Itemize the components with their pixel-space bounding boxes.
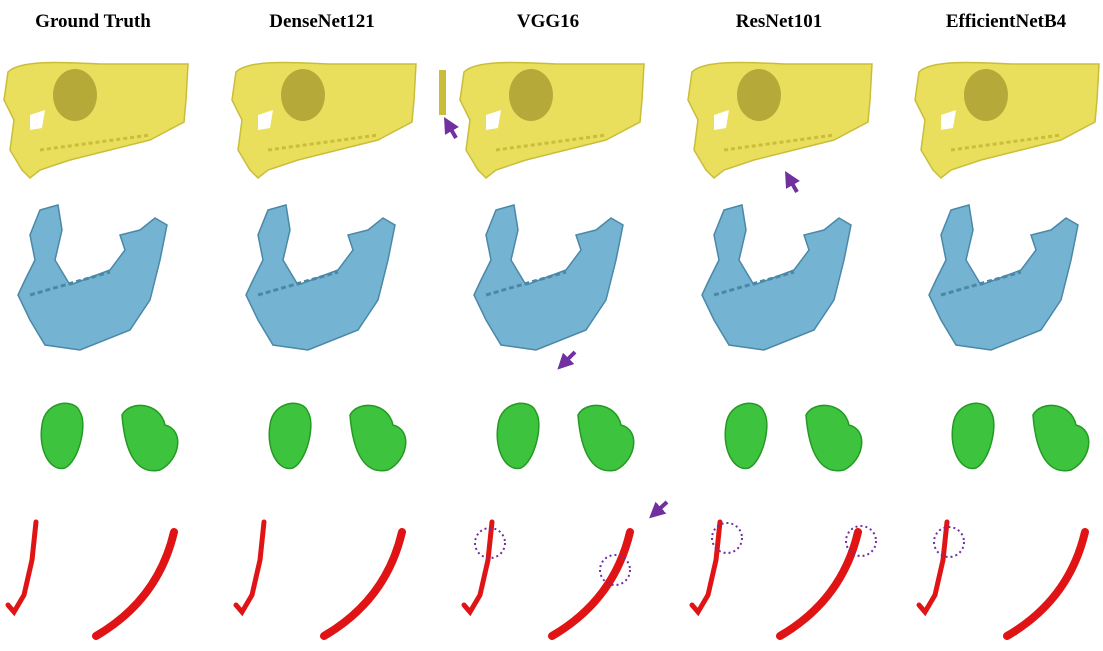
column-title: DenseNet121	[269, 11, 375, 32]
efficientnet-renders	[915, 62, 1099, 636]
densenet-renders	[232, 62, 416, 636]
vgg-renders	[460, 62, 644, 636]
ground-truth-renders	[4, 62, 188, 636]
column-title: EfficientNetB4	[946, 11, 1067, 32]
error-markers	[439, 70, 965, 586]
column-title: VGG16	[517, 11, 579, 32]
resnet-renders	[688, 62, 872, 636]
column-title: Ground Truth	[35, 11, 151, 32]
column-title: ResNet101	[736, 11, 823, 32]
